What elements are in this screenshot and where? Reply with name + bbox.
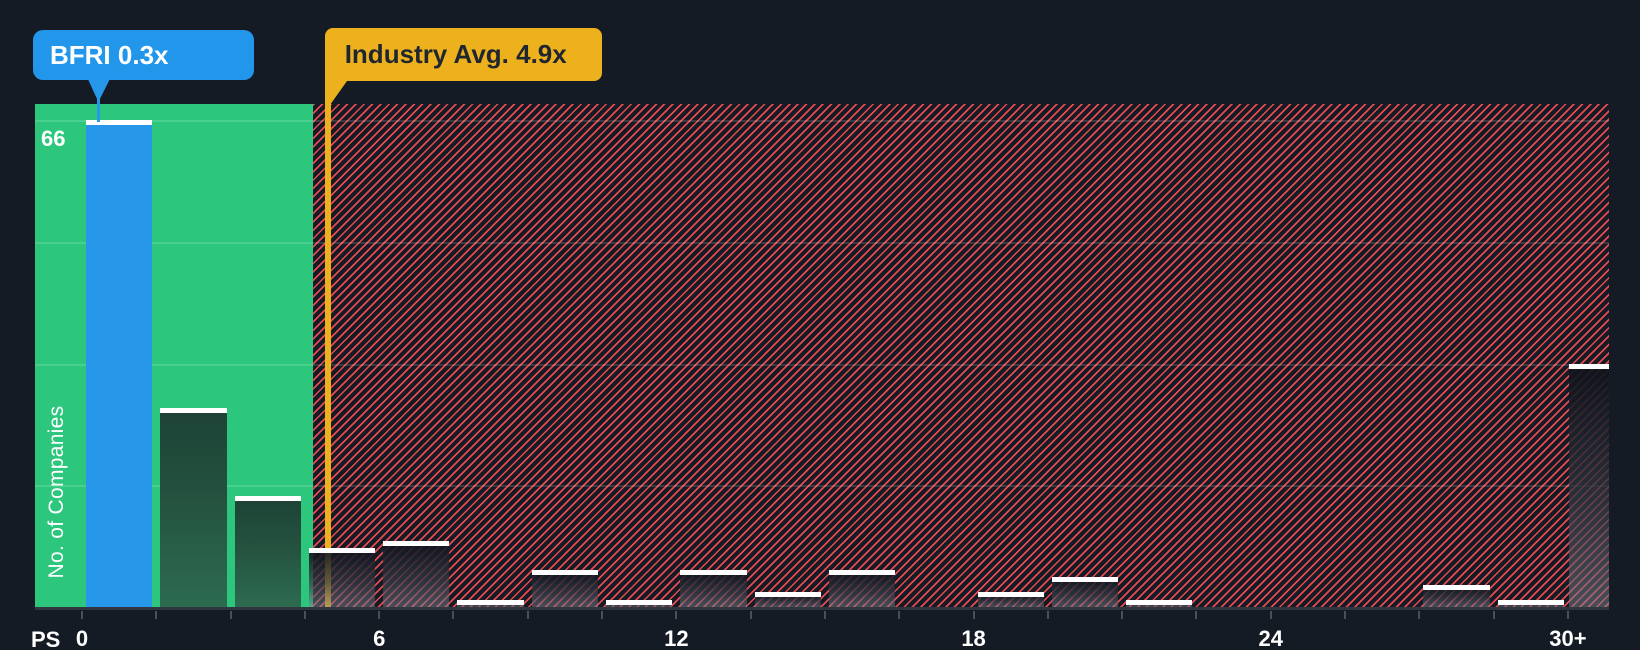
histogram-bar[interactable] (1126, 600, 1193, 607)
x-axis-line (35, 607, 1609, 610)
histogram-bar[interactable] (308, 548, 376, 607)
axis-tick (378, 611, 381, 619)
company-tooltip-stem (97, 99, 101, 122)
bar-top-cap (531, 570, 599, 575)
histogram-bar[interactable] (680, 570, 747, 607)
axis-tick (1269, 611, 1272, 619)
axis-tick (898, 611, 901, 619)
bar-top-cap (1126, 600, 1193, 605)
bar-top-cap (86, 120, 153, 125)
bar-top-cap (1497, 600, 1564, 605)
axis-tick (155, 611, 158, 619)
bar-top-cap (160, 408, 227, 413)
axis-tick (303, 611, 306, 619)
histogram-bar[interactable] (828, 570, 896, 607)
bar-top-cap (754, 592, 821, 597)
axis-tick (1492, 611, 1495, 619)
bar-top-cap (1568, 364, 1609, 369)
x-axis-tick-label: 24 (1258, 626, 1283, 650)
gridline (35, 485, 1609, 487)
x-axis-tick-label: 18 (961, 626, 986, 650)
histogram-bar[interactable] (1568, 364, 1609, 608)
axis-tick (1344, 611, 1347, 619)
x-axis-tick-label: 12 (664, 626, 689, 650)
histogram-bar[interactable] (160, 408, 227, 607)
histogram-bar[interactable] (531, 570, 599, 607)
axis-tick (1418, 611, 1421, 619)
bar-top-cap (457, 600, 524, 605)
axis-tick (675, 611, 678, 619)
x-axis-unit-label: PS (31, 627, 61, 650)
histogram-bar[interactable] (457, 600, 524, 607)
industry-avg-line (324, 80, 331, 607)
x-axis-tick-label: 30+ (1549, 626, 1587, 650)
gridline (35, 242, 1609, 244)
axis-tick (229, 611, 232, 619)
company-tooltip: BFRI 0.3x (33, 30, 254, 80)
gridline (35, 364, 1609, 366)
histogram-bar-bfri[interactable] (86, 120, 153, 607)
x-axis-tick-label: 0 (75, 626, 89, 650)
axis-tick (526, 611, 529, 619)
axis-tick (1046, 611, 1049, 619)
bar-top-cap (1423, 585, 1490, 590)
axis-tick (601, 611, 604, 619)
histogram-bar[interactable] (1051, 577, 1119, 607)
histogram-bar[interactable] (1423, 585, 1490, 607)
bar-top-cap (234, 496, 301, 501)
bar-top-cap (606, 600, 673, 605)
bar-top-cap (308, 548, 376, 553)
axis-tick (452, 611, 455, 619)
histogram-bar[interactable] (606, 600, 673, 607)
overvalued-hatch-zone (313, 104, 1609, 607)
bar-top-cap (977, 592, 1044, 597)
bar-top-cap (1051, 577, 1119, 582)
histogram-bar[interactable] (754, 592, 821, 607)
axis-tick (1195, 611, 1198, 619)
y-axis-max-label: 66 (41, 126, 66, 151)
bar-top-cap (383, 541, 450, 546)
histogram-bar[interactable] (234, 496, 301, 607)
gridline (35, 120, 1609, 122)
axis-tick (1566, 611, 1569, 619)
bar-top-cap (680, 570, 747, 575)
y-axis-title: No. of Companies (45, 405, 68, 579)
industry-avg-tooltip: Industry Avg. 4.9x (324, 28, 602, 81)
histogram-bar[interactable] (1497, 600, 1564, 607)
axis-tick (972, 611, 975, 619)
axis-tick (823, 611, 826, 619)
company-tooltip-pointer (87, 79, 110, 102)
histogram-bar[interactable] (977, 592, 1044, 607)
axis-tick (1121, 611, 1124, 619)
x-axis-tick-label: 6 (373, 626, 386, 650)
bar-top-cap (828, 570, 896, 575)
histogram-bar[interactable] (383, 541, 450, 607)
axis-tick (749, 611, 752, 619)
axis-tick (81, 611, 83, 619)
